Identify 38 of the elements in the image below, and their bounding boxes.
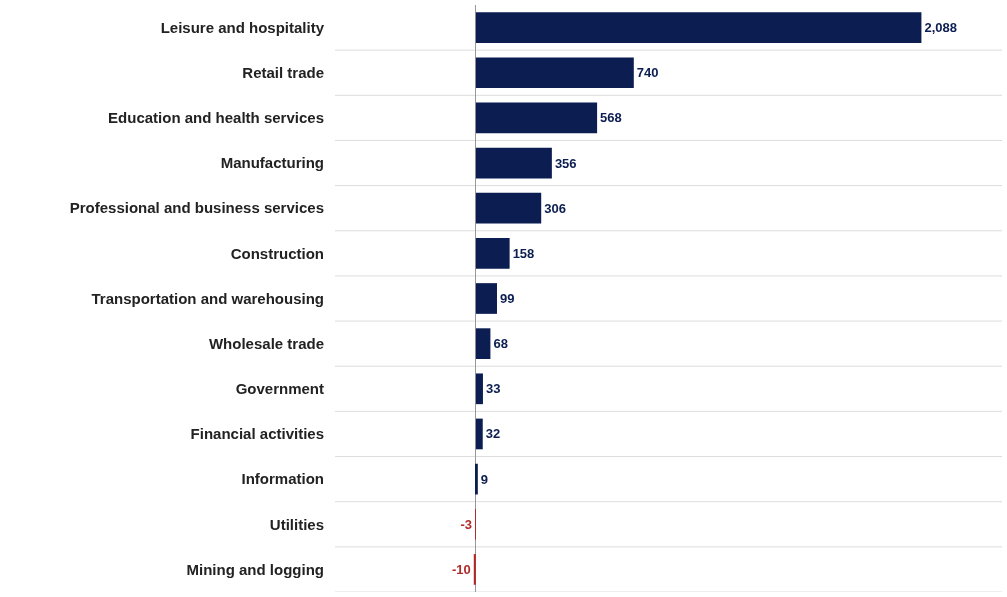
- data-label: 740: [636, 65, 659, 81]
- y-tick-label: Professional and business services: [69, 199, 324, 217]
- bar: [475, 102, 598, 134]
- y-tick-label: Financial activities: [190, 425, 324, 443]
- y-tick-label: Manufacturing: [220, 154, 324, 172]
- data-label: -10: [451, 561, 471, 577]
- bar: [475, 283, 498, 314]
- y-tick-label: Construction: [230, 244, 324, 262]
- bar: [475, 328, 491, 360]
- data-label: 158: [512, 245, 535, 261]
- y-tick-label: Information: [241, 470, 324, 488]
- y-tick-label: Leisure and hospitality: [160, 18, 325, 36]
- y-tick-label: Government: [235, 380, 324, 398]
- bar: [475, 418, 483, 450]
- y-tick-label: Mining and logging: [186, 560, 324, 578]
- bar: [475, 192, 542, 224]
- data-label: 568: [600, 110, 622, 126]
- data-label: 9: [480, 471, 489, 487]
- data-label: 356: [554, 155, 577, 171]
- bar: [473, 554, 476, 585]
- data-label: 33: [485, 381, 501, 397]
- bar: [475, 57, 634, 89]
- data-label: 32: [485, 426, 501, 442]
- data-label: 2,088: [924, 20, 957, 36]
- data-label: 68: [493, 336, 508, 352]
- bar: [475, 373, 483, 405]
- y-tick-label: Wholesale trade: [208, 334, 324, 352]
- y-tick-label: Utilities: [269, 515, 324, 533]
- bar: [475, 147, 552, 179]
- bar: [475, 12, 922, 43]
- y-tick-label: Transportation and warehousing: [91, 289, 324, 307]
- bar: [475, 237, 510, 269]
- data-label: -3: [460, 516, 472, 532]
- y-tick-label: Education and health services: [108, 109, 324, 127]
- y-tick-label: Retail trade: [242, 63, 324, 81]
- data-label: 99: [500, 291, 515, 306]
- bar: [475, 463, 478, 495]
- data-label: 306: [544, 200, 566, 216]
